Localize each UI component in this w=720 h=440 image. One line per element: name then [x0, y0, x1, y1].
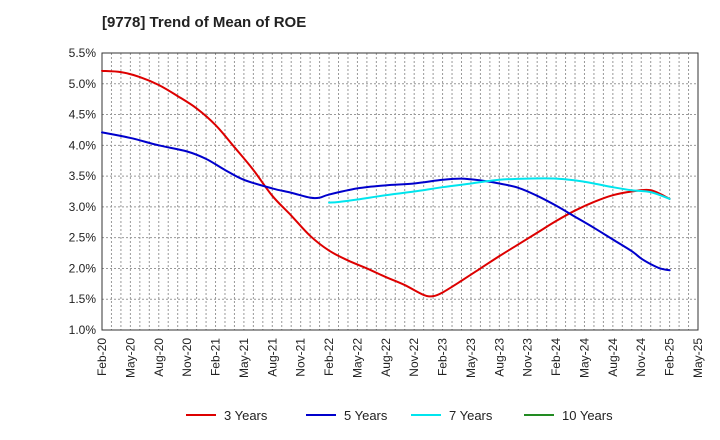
series-lines: [101, 69, 671, 298]
series-line-7-years: [328, 177, 671, 204]
y-tick-label: 4.5%: [69, 108, 97, 122]
y-tick-label: 3.0%: [69, 200, 97, 214]
plot-frame: [101, 52, 699, 331]
x-tick-label: Nov-20: [180, 338, 194, 377]
x-axis-ticks: Feb-20 May-20 Aug-20 Nov-20 Feb-21 May-21 Aug-…: [95, 338, 705, 378]
y-tick-label: 5.5%: [69, 46, 97, 60]
x-tick-label: May-20: [123, 338, 137, 378]
x-tick-label: Nov-22: [407, 338, 421, 377]
chart-title: [9778] Trend of Mean of ROE: [102, 14, 307, 31]
x-tick-label: Feb-24: [549, 338, 563, 376]
x-tick-label: Feb-23: [436, 338, 450, 376]
x-tick-label: Nov-24: [634, 338, 648, 377]
x-tick-label: Feb-22: [322, 338, 336, 376]
legend: 3 Years 5 Years 7 Years 10 Years: [186, 408, 613, 423]
x-tick-label: Aug-24: [606, 338, 620, 377]
y-tick-label: 1.5%: [69, 292, 97, 306]
y-tick-label: 2.0%: [69, 261, 97, 275]
x-tick-label: Nov-21: [294, 338, 308, 377]
series-line-5-years: [101, 131, 671, 272]
plot-border: [101, 52, 699, 331]
x-tick-label: May-25: [691, 338, 705, 378]
legend-label-5-years: 5 Years: [344, 408, 388, 423]
y-tick-label: 2.5%: [69, 231, 97, 245]
series-line-3-years: [101, 69, 671, 298]
y-tick-label: 5.0%: [69, 77, 97, 91]
y-tick-label: 4.0%: [69, 138, 97, 152]
x-tick-label: Aug-21: [265, 338, 279, 377]
x-tick-label: Aug-23: [492, 338, 506, 377]
y-axis-ticks: 1.0% 1.5% 2.0% 2.5% 3.0% 3.5% 4.0% 4.5% 5.0% 5.5%: [69, 46, 97, 337]
x-tick-label: Aug-20: [152, 338, 166, 377]
y-tick-label: 1.0%: [69, 323, 97, 337]
x-tick-label: May-24: [577, 338, 591, 378]
x-tick-label: Aug-22: [379, 338, 393, 377]
legend-label-10-years: 10 Years: [562, 408, 613, 423]
legend-label-7-years: 7 Years: [449, 408, 493, 423]
legend-label-3-years: 3 Years: [224, 408, 268, 423]
grid: [101, 52, 699, 331]
x-tick-label: May-21: [237, 338, 251, 378]
x-tick-label: Feb-25: [663, 338, 677, 376]
x-tick-label: Feb-20: [95, 338, 109, 376]
x-tick-label: May-22: [350, 338, 364, 378]
y-tick-label: 3.5%: [69, 169, 97, 183]
x-tick-label: Feb-21: [209, 338, 223, 376]
x-tick-label: Nov-23: [521, 338, 535, 377]
x-tick-label: May-23: [464, 338, 478, 378]
